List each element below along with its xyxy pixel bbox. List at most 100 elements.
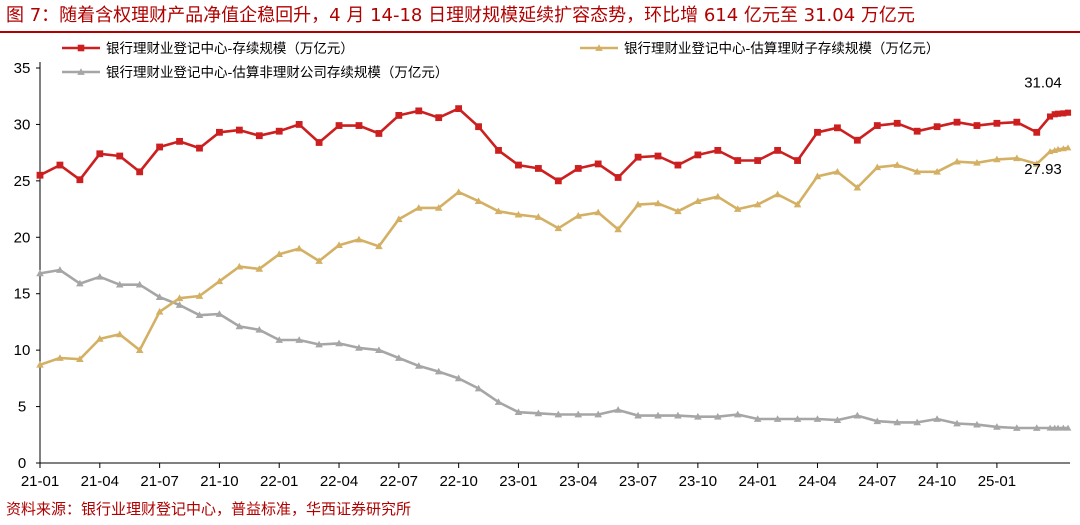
- data-point: [375, 346, 383, 353]
- data-point: [753, 200, 762, 208]
- y-tick-label: 15: [14, 286, 31, 303]
- data-point: [634, 411, 642, 419]
- legend-label: 银行理财业登记中心-估算非理财公司存续规模（万亿元）: [106, 65, 448, 81]
- data-point: [1013, 154, 1021, 162]
- chart-legend: 银行理财业登记中心-存续规模（万亿元） 银行理财业登记中心-估算理财子存续规模（万…: [62, 41, 939, 81]
- data-point: [56, 266, 64, 273]
- legend-entry-2: 银行理财业登记中心-估算非理财公司存续规模（万亿元）: [62, 65, 448, 81]
- source-note: 资料来源：银行业理财登记中心，普益标准，华西证券研究所: [6, 500, 412, 518]
- data-point: [414, 362, 423, 369]
- series-2: [36, 266, 1072, 431]
- data-point: [195, 292, 204, 299]
- data-point: [255, 326, 264, 333]
- data-point: [1032, 160, 1041, 167]
- data-point: [355, 122, 363, 129]
- series-0: [36, 105, 1072, 185]
- data-point: [554, 410, 563, 418]
- data-point: [295, 336, 303, 343]
- data-point: [753, 415, 762, 422]
- data-point: [654, 411, 662, 419]
- x-tick-label: 23-04: [559, 473, 597, 490]
- data-point: [774, 146, 782, 154]
- data-point: [156, 143, 164, 151]
- data-point: [1060, 110, 1067, 117]
- data-point: [255, 265, 264, 272]
- y-tick-label: 0: [18, 455, 26, 472]
- data-point: [455, 105, 463, 113]
- data-point: [96, 335, 104, 342]
- data-point: [135, 346, 144, 353]
- data-point: [435, 114, 443, 122]
- data-point: [773, 415, 782, 422]
- data-point: [255, 132, 263, 140]
- x-tick-label: 23-01: [499, 473, 537, 490]
- data-point: [1059, 424, 1067, 431]
- data-point: [694, 151, 702, 159]
- x-tick-label: 21-01: [21, 473, 59, 490]
- data-point: [155, 307, 164, 315]
- data-point: [933, 415, 941, 422]
- data-point: [853, 411, 862, 419]
- data-point: [494, 207, 503, 215]
- data-point: [196, 144, 203, 152]
- data-point: [674, 207, 682, 215]
- data-point: [36, 171, 44, 179]
- data-point: [993, 119, 1001, 127]
- data-point: [36, 361, 44, 368]
- data-point: [116, 152, 124, 160]
- data-point: [953, 118, 961, 126]
- data-point: [355, 344, 363, 351]
- data-point: [614, 174, 622, 181]
- data-point: [76, 279, 84, 287]
- data-point: [933, 123, 941, 131]
- data-point: [454, 374, 463, 382]
- data-point: [1064, 424, 1072, 431]
- data-point: [873, 417, 882, 425]
- data-point: [714, 412, 722, 420]
- data-point: [514, 210, 523, 218]
- data-point: [136, 168, 144, 176]
- data-point: [793, 200, 802, 208]
- data-point: [76, 355, 84, 363]
- data-point: [235, 126, 243, 134]
- data-point: [96, 272, 104, 280]
- data-point: [873, 163, 882, 171]
- x-tick-label: 24-01: [738, 473, 776, 490]
- data-point: [315, 257, 323, 264]
- data-point: [216, 128, 223, 136]
- data-point: [56, 354, 64, 361]
- y-tick-label: 5: [18, 399, 26, 416]
- data-point: [195, 311, 204, 319]
- data-point: [175, 294, 184, 302]
- data-point: [1013, 118, 1021, 126]
- data-point: [515, 161, 522, 169]
- y-tick-label: 35: [14, 60, 31, 77]
- series-line: [39, 146, 1069, 367]
- data-point: [953, 157, 961, 165]
- data-point: [973, 122, 981, 129]
- data-point: [175, 301, 184, 308]
- data-point: [275, 336, 284, 343]
- chart-axes: 0 5 10 15 20 25 30 35 21-01 21-04 21-07 21-10 22-01 2…: [14, 60, 1070, 490]
- data-point: [554, 224, 563, 232]
- data-point: [375, 242, 383, 250]
- data-point: [474, 384, 483, 392]
- data-point: [634, 200, 642, 208]
- data-point: [1054, 145, 1062, 152]
- x-tick-label: 22-10: [439, 473, 477, 490]
- data-point: [913, 418, 921, 426]
- data-point: [714, 192, 722, 200]
- data-point: [993, 155, 1001, 163]
- data-point: [434, 204, 443, 211]
- data-point: [335, 241, 343, 249]
- chart-series-layer: [36, 105, 1072, 431]
- data-point: [973, 420, 981, 428]
- data-point: [215, 277, 224, 285]
- data-point: [1046, 424, 1054, 431]
- legend-entry-0: 银行理财业登记中心-存续规模（万亿元）: [62, 41, 354, 57]
- x-tick-label: 25-01: [978, 473, 1016, 490]
- x-tick-label: 22-07: [380, 473, 418, 490]
- data-point: [733, 205, 742, 212]
- data-point: [734, 157, 742, 164]
